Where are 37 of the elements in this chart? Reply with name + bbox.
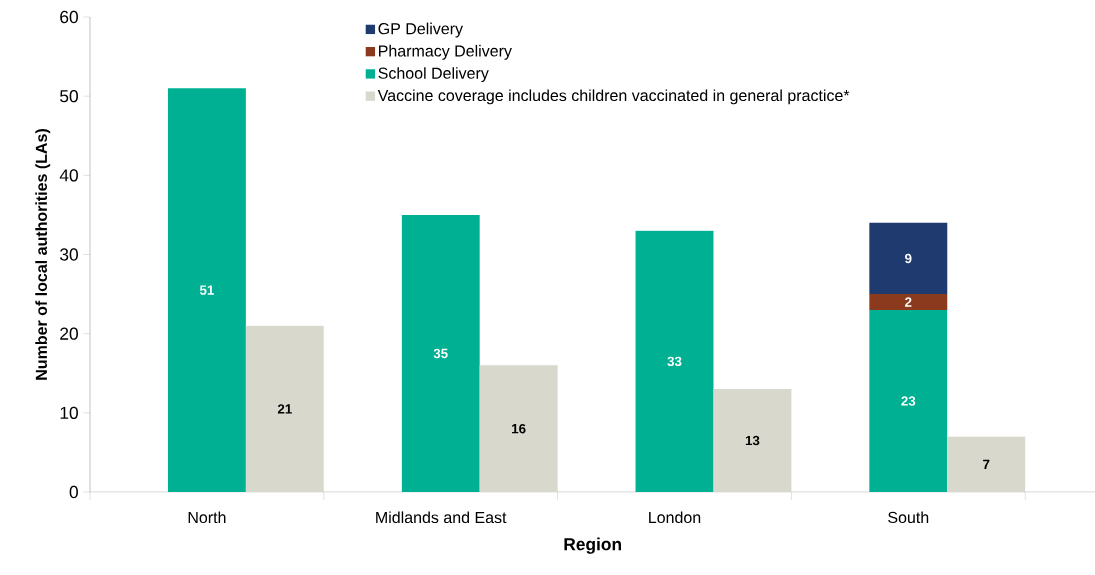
y-tick-label: 40 (59, 169, 78, 182)
data-label: 2 (905, 297, 912, 307)
bar (869, 222, 948, 295)
data-label: 16 (512, 423, 526, 434)
data-label: 35 (433, 348, 448, 359)
data-label: 33 (667, 356, 682, 367)
data-label: 9 (905, 253, 912, 264)
bar (635, 230, 714, 492)
data-label: 21 (277, 404, 292, 414)
bar (713, 389, 792, 492)
y-tick-label: 50 (60, 90, 78, 103)
bar (479, 365, 558, 492)
x-axis-title: Region (564, 537, 621, 554)
bar (245, 325, 324, 492)
y-tick-label: 30 (60, 248, 78, 261)
data-label: 51 (199, 285, 214, 295)
bar (869, 309, 948, 492)
x-tick-label: South (888, 511, 929, 524)
x-tick-label: North (188, 511, 226, 524)
x-tick-label: Midlands and East (376, 511, 507, 524)
bar (947, 436, 1026, 492)
y-tick-label: 10 (60, 406, 78, 419)
legend-label: GP Delivery (378, 22, 464, 38)
bar (401, 214, 480, 492)
data-label: 7 (983, 459, 990, 469)
legend-label: School Delivery (378, 67, 489, 83)
data-label: 13 (745, 435, 760, 446)
y-tick-label: 60 (60, 10, 78, 24)
legend-label: Vaccine coverage includes children vaccinated in general practice* (377, 89, 850, 105)
x-tick-label: London (649, 511, 701, 524)
y-axis-title: Number of local authorities (LAs) (35, 129, 51, 380)
y-tick-label: 0 (69, 485, 78, 499)
bar (167, 88, 246, 492)
bar (869, 294, 948, 310)
y-tick-label: 20 (60, 327, 78, 340)
data-label: 23 (901, 396, 916, 406)
legend-label: Pharmacy Delivery (379, 44, 512, 60)
